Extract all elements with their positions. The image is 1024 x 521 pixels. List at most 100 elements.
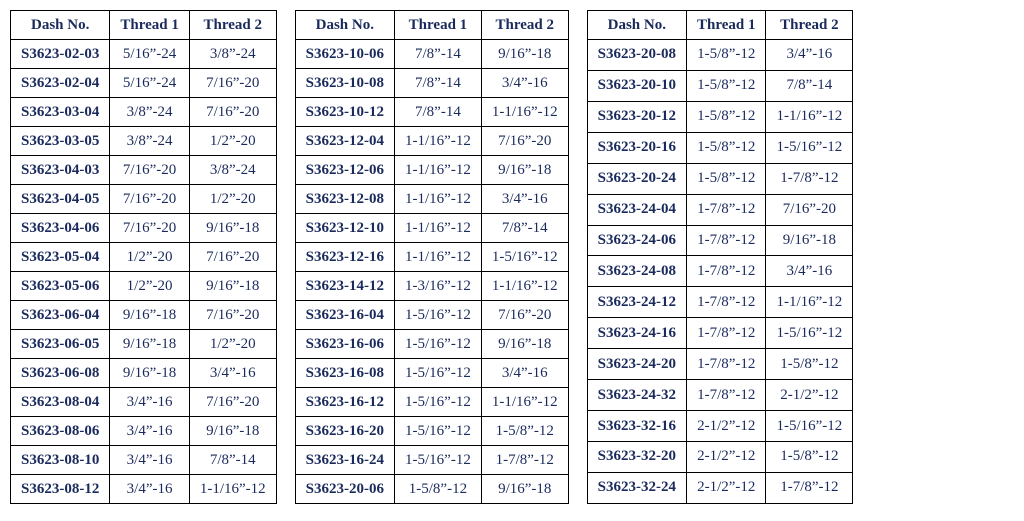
dash-no-cell: S3623-32-16 [587, 411, 686, 442]
table-header-row: Dash No.Thread 1Thread 2 [11, 11, 277, 40]
column-header: Dash No. [11, 11, 110, 40]
dash-no-cell: S3623-06-08 [11, 359, 110, 388]
table-row: S3623-08-103/4”-167/8”-14 [11, 446, 277, 475]
thread-cell: 1-1/16”-12 [481, 272, 568, 301]
thread-cell: 1-5/8”-12 [687, 163, 766, 194]
dash-no-cell: S3623-12-06 [295, 156, 394, 185]
dash-no-cell: S3623-20-24 [587, 163, 686, 194]
table-row: S3623-05-041/2”-207/16”-20 [11, 243, 277, 272]
thread-cell: 1-5/16”-12 [395, 446, 482, 475]
column-header: Dash No. [295, 11, 394, 40]
table-row: S3623-04-057/16”-201/2”-20 [11, 185, 277, 214]
dash-no-cell: S3623-08-06 [11, 417, 110, 446]
column-header: Thread 1 [110, 11, 189, 40]
thread-cell: 7/16”-20 [481, 301, 568, 330]
dash-no-cell: S3623-12-04 [295, 127, 394, 156]
thread-cell: 2-1/2”-12 [687, 441, 766, 472]
thread-cell: 1/2”-20 [189, 185, 276, 214]
thread-cell: 9/16”-18 [189, 417, 276, 446]
thread-cell: 7/16”-20 [189, 243, 276, 272]
dash-no-cell: S3623-32-24 [587, 472, 686, 503]
thread-cell: 3/4”-16 [110, 446, 189, 475]
table-header-row: Dash No.Thread 1Thread 2 [587, 11, 853, 40]
thread-cell: 7/16”-20 [189, 98, 276, 127]
table-row: S3623-06-089/16”-183/4”-16 [11, 359, 277, 388]
thread-cell: 7/8”-14 [395, 69, 482, 98]
table-row: S3623-08-123/4”-161-1/16”-12 [11, 475, 277, 504]
thread-cell: 9/16”-18 [766, 225, 853, 256]
dash-no-cell: S3623-10-12 [295, 98, 394, 127]
table-row: S3623-16-081-5/16”-123/4”-16 [295, 359, 568, 388]
thread-cell: 1-5/8”-12 [687, 40, 766, 71]
table-row: S3623-12-041-1/16”-127/16”-20 [295, 127, 568, 156]
table-row: S3623-20-161-5/8”-121-5/16”-12 [587, 132, 853, 163]
dash-no-cell: S3623-08-10 [11, 446, 110, 475]
thread-cell: 9/16”-18 [110, 301, 189, 330]
thread-cell: 7/8”-14 [481, 214, 568, 243]
table-row: S3623-20-241-5/8”-121-7/8”-12 [587, 163, 853, 194]
thread-cell: 2-1/2”-12 [687, 411, 766, 442]
dash-no-cell: S3623-05-06 [11, 272, 110, 301]
table-row: S3623-32-162-1/2”-121-5/16”-12 [587, 411, 853, 442]
thread-cell: 1-1/16”-12 [395, 127, 482, 156]
thread-cell: 9/16”-18 [189, 214, 276, 243]
thread-cell: 3/4”-16 [481, 185, 568, 214]
thread-cell: 3/4”-16 [110, 388, 189, 417]
thread-cell: 1-1/16”-12 [481, 98, 568, 127]
thread-cell: 3/8”-24 [110, 127, 189, 156]
column-header: Thread 1 [395, 11, 482, 40]
thread-cell: 7/8”-14 [395, 40, 482, 69]
column-header: Thread 1 [687, 11, 766, 40]
thread-cell: 9/16”-18 [481, 475, 568, 504]
thread-cell: 3/4”-16 [766, 256, 853, 287]
dash-no-cell: S3623-20-10 [587, 70, 686, 101]
table-row: S3623-05-061/2”-209/16”-18 [11, 272, 277, 301]
table-row: S3623-16-241-5/16”-121-7/8”-12 [295, 446, 568, 475]
table-row: S3623-16-201-5/16”-121-5/8”-12 [295, 417, 568, 446]
thread-cell: 7/16”-20 [110, 156, 189, 185]
thread-cell: 3/4”-16 [189, 359, 276, 388]
thread-table-3: Dash No.Thread 1Thread 2S3623-20-081-5/8… [587, 10, 854, 504]
table-row: S3623-32-242-1/2”-121-7/8”-12 [587, 472, 853, 503]
dash-no-cell: S3623-10-06 [295, 40, 394, 69]
thread-cell: 5/16”-24 [110, 69, 189, 98]
table-row: S3623-02-045/16”-247/16”-20 [11, 69, 277, 98]
dash-no-cell: S3623-12-10 [295, 214, 394, 243]
thread-cell: 1-7/8”-12 [687, 225, 766, 256]
thread-cell: 1-5/16”-12 [395, 359, 482, 388]
thread-cell: 1-5/16”-12 [766, 411, 853, 442]
column-header: Thread 2 [189, 11, 276, 40]
thread-cell: 1-1/16”-12 [395, 156, 482, 185]
thread-cell: 7/16”-20 [766, 194, 853, 225]
dash-no-cell: S3623-24-32 [587, 380, 686, 411]
table-row: S3623-24-161-7/8”-121-5/16”-12 [587, 318, 853, 349]
column-header: Thread 2 [481, 11, 568, 40]
thread-cell: 1-5/8”-12 [687, 132, 766, 163]
table-row: S3623-12-081-1/16”-123/4”-16 [295, 185, 568, 214]
table-row: S3623-20-081-5/8”-123/4”-16 [587, 40, 853, 71]
column-header: Dash No. [587, 11, 686, 40]
table-row: S3623-04-067/16”-209/16”-18 [11, 214, 277, 243]
table-row: S3623-06-059/16”-181/2”-20 [11, 330, 277, 359]
table-row: S3623-12-161-1/16”-121-5/16”-12 [295, 243, 568, 272]
thread-cell: 1-1/16”-12 [766, 101, 853, 132]
thread-cell: 7/16”-20 [189, 69, 276, 98]
table-header-row: Dash No.Thread 1Thread 2 [295, 11, 568, 40]
dash-no-cell: S3623-16-08 [295, 359, 394, 388]
thread-table-2: Dash No.Thread 1Thread 2S3623-10-067/8”-… [295, 10, 569, 504]
thread-cell: 1-1/16”-12 [395, 243, 482, 272]
dash-no-cell: S3623-14-12 [295, 272, 394, 301]
thread-cell: 3/4”-16 [110, 417, 189, 446]
dash-no-cell: S3623-16-20 [295, 417, 394, 446]
dash-no-cell: S3623-06-04 [11, 301, 110, 330]
dash-no-cell: S3623-04-05 [11, 185, 110, 214]
thread-cell: 5/16”-24 [110, 40, 189, 69]
table-row: S3623-24-061-7/8”-129/16”-18 [587, 225, 853, 256]
thread-cell: 7/8”-14 [395, 98, 482, 127]
dash-no-cell: S3623-12-16 [295, 243, 394, 272]
thread-cell: 1-7/8”-12 [766, 163, 853, 194]
dash-no-cell: S3623-24-08 [587, 256, 686, 287]
dash-no-cell: S3623-24-16 [587, 318, 686, 349]
dash-no-cell: S3623-06-05 [11, 330, 110, 359]
thread-cell: 1-7/8”-12 [687, 318, 766, 349]
